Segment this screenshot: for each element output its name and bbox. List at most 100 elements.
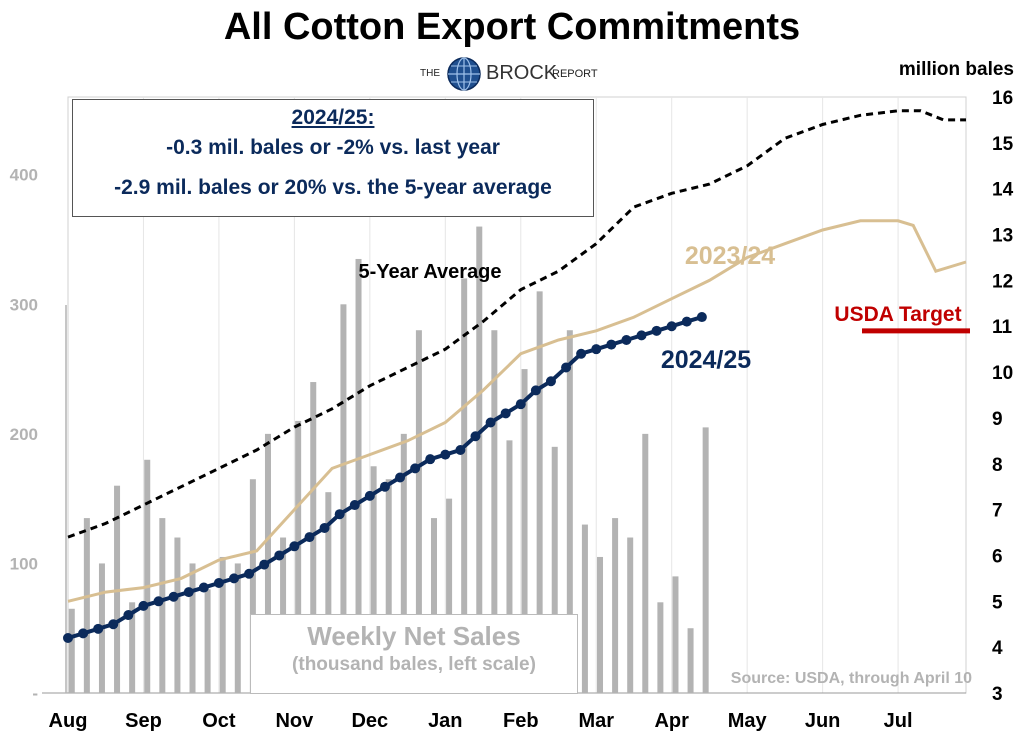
right-axis-tick-label: 3: [992, 684, 1003, 705]
series-point-2024-25: [621, 334, 632, 345]
weekly-sales-bar: [551, 446, 558, 693]
series-point-2024-25: [213, 577, 224, 588]
x-axis-tick-label: Oct: [202, 710, 236, 732]
series-point-2024-25: [606, 339, 617, 350]
info-box-line-1: -0.3 mil. bales or -2% vs. last year: [166, 136, 500, 159]
right-axis-tick-label: 13: [992, 226, 1013, 247]
series-point-2024-25: [63, 632, 73, 643]
series-point-2024-25: [410, 463, 421, 474]
x-axis-tick-label: May: [728, 710, 768, 732]
x-axis-tick-label: Feb: [503, 710, 539, 732]
series-point-2024-25: [289, 541, 300, 552]
x-axis-tick-label: Aug: [49, 710, 88, 732]
series-point-2024-25: [530, 385, 541, 396]
weekly-sales-bar: [627, 537, 634, 693]
x-axis-tick-label: Dec: [351, 710, 388, 732]
right-axis-tick-label: 15: [992, 134, 1014, 155]
series-point-2024-25: [395, 472, 406, 483]
usda-target-label: USDA Target: [834, 303, 961, 326]
right-axis-tick-label: 16: [992, 88, 1013, 109]
series-line-2023-24: [67, 219, 967, 603]
series-point-2024-25: [259, 559, 270, 570]
series-point-2024-25: [636, 330, 647, 341]
series-point-2024-25: [545, 376, 556, 387]
weekly-sales-bar: [189, 563, 196, 693]
x-axis-tick-label: Jan: [428, 710, 462, 732]
series-point-2024-25: [364, 490, 375, 501]
series-point-2024-25: [334, 509, 345, 520]
weekly-sales-bar: [430, 518, 437, 693]
right-axis-tick-label: 9: [992, 409, 1003, 430]
weekly-sales-bar: [521, 369, 528, 693]
weekly-sales-bar: [491, 330, 498, 693]
weekly-sales-bar: [355, 258, 362, 693]
weekly-sales-bar: [219, 556, 226, 693]
right-axis-tick-label: 6: [992, 546, 1003, 567]
right-axis-tick-label: 4: [992, 638, 1003, 659]
weekly-sales-bar: [249, 479, 256, 693]
series-point-2024-25: [168, 591, 179, 602]
annotation-2023-24: 2023/24: [685, 242, 775, 270]
weekly-sales-bar: [385, 479, 392, 693]
right-axis-tick-label: 12: [992, 271, 1013, 292]
info-box: 2024/25: -0.3 mil. bales or -2% vs. last…: [72, 99, 594, 217]
left-axis-tick-label: 200: [10, 425, 38, 444]
annotation-5-year-average: 5-Year Average: [358, 261, 501, 283]
weekly-sales-label: Weekly Net Sales: [307, 621, 521, 651]
series-point-2024-25: [183, 587, 194, 598]
right-axis-label: million bales: [898, 59, 1014, 80]
series-point-2024-25: [500, 408, 511, 419]
weekly-sales-bar: [295, 420, 302, 693]
logo-report: REPORT: [552, 68, 598, 80]
series-point-2024-25: [78, 628, 89, 639]
weekly-sales-bar: [566, 330, 573, 693]
globe-icon: [447, 57, 481, 91]
x-axis-tick-label: Jun: [805, 710, 841, 732]
right-axis-tick-label: 7: [992, 501, 1003, 522]
series-point-2024-25: [696, 312, 707, 323]
weekly-sales-bar: [476, 226, 483, 693]
logo-brock: BROCK: [486, 62, 558, 84]
x-axis-tick-label: Sep: [125, 710, 162, 732]
series-point-2024-25: [349, 500, 360, 511]
right-axis-tick-label: 11: [992, 317, 1013, 338]
left-axis-tick-label: 400: [10, 166, 38, 185]
weekly-sales-bar: [642, 433, 649, 693]
info-box-title: 2024/25:: [291, 106, 375, 129]
info-box-line-2: -2.9 mil. bales or 20% vs. the 5-year av…: [114, 176, 552, 199]
logo-the: THE: [420, 68, 440, 79]
series-point-2024-25: [229, 573, 240, 584]
weekly-sales-bar: [174, 537, 181, 693]
series-point-2024-25: [485, 417, 496, 428]
series-point-2024-25: [470, 431, 481, 442]
weekly-sales-bar: [461, 278, 468, 693]
weekly-sales-bar: [536, 291, 543, 693]
weekly-sales-bar: [612, 518, 619, 693]
weekly-sales-bar: [400, 433, 407, 693]
weekly-sales-bar: [672, 576, 679, 693]
series-point-2024-25: [123, 610, 134, 621]
weekly-sales-bar: [581, 524, 588, 693]
weekly-sales-bar: [657, 602, 664, 693]
source-note: Source: USDA, through April 10: [730, 670, 972, 687]
series-point-2024-25: [651, 325, 662, 336]
right-axis-tick-label: 5: [992, 592, 1003, 613]
weekly-sales-bar: [129, 602, 136, 693]
weekly-sales-bar: [597, 556, 604, 693]
left-axis-tick-label: -: [32, 684, 38, 703]
weekly-sales-bar: [446, 498, 453, 693]
right-axis-tick-label: 8: [992, 455, 1003, 476]
series-point-2024-25: [304, 532, 315, 543]
weekly-sales-bar: [325, 492, 332, 693]
series-point-2024-25: [576, 348, 587, 359]
series-point-2024-25: [319, 522, 330, 533]
chart-title: All Cotton Export Commitments: [223, 6, 801, 48]
annotation-2024-25: 2024/25: [661, 346, 751, 374]
x-axis-tick-label: Mar: [578, 710, 614, 732]
weekly-sales-bar: [340, 304, 347, 693]
weekly-sales-bar: [506, 440, 513, 693]
series-point-2024-25: [244, 568, 255, 579]
weekly-sales-bar: [234, 563, 241, 693]
